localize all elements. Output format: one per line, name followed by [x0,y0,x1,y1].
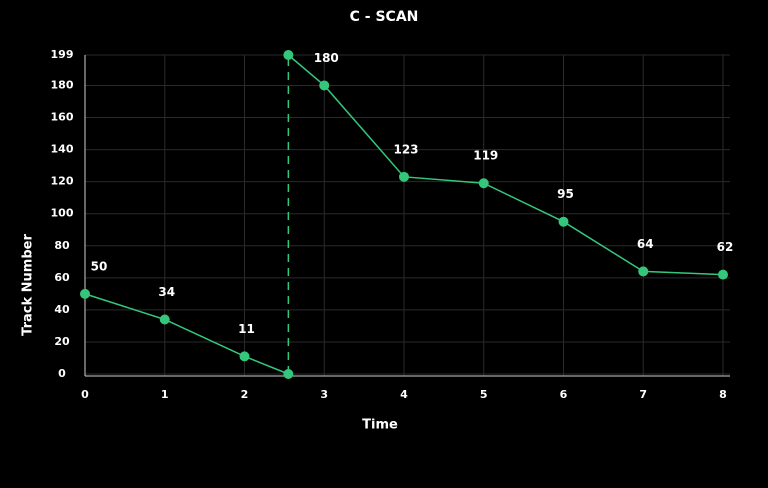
data-point [399,171,409,182]
data-line [84,293,289,375]
y-axis-title: Track Number [21,234,36,336]
y-tick-label: 0 [58,367,66,380]
y-tick-label: 180 [51,78,74,91]
data-label: 34 [158,285,175,299]
y-tick-label: 20 [54,335,70,348]
x-tick-label: 4 [400,388,408,401]
data-point [638,266,649,277]
y-tick-label: 199 [51,48,74,61]
data-point [239,351,250,362]
y-tick-label: 100 [51,207,74,220]
data-label: 119 [473,149,498,163]
y-tick-label: 80 [54,239,70,252]
x-tick-label: 5 [480,388,488,401]
data-label: 95 [557,187,574,201]
x-tick-label: 2 [241,388,249,401]
chart-title: C - SCAN [350,9,419,25]
data-point [159,314,170,325]
data-label: 62 [717,240,734,254]
x-tick-label: 6 [560,388,568,401]
x-tick-label: 0 [81,388,89,401]
x-tick-label: 3 [320,388,328,401]
data-point [558,216,569,227]
data-point [478,178,489,189]
data-point [283,50,294,60]
data-label: 123 [393,142,418,156]
data-label: 64 [637,237,654,251]
y-tick-label: 140 [51,143,74,156]
data-label: 11 [238,322,255,336]
y-tick-label: 120 [51,175,74,188]
data-label: 180 [314,51,339,65]
y-tick-label: 40 [54,303,70,316]
x-tick-label: 7 [639,388,647,401]
data-point [718,269,728,280]
data-point [283,369,294,379]
y-tick-label: 160 [51,111,74,124]
data-label: 50 [91,259,108,273]
x-axis-title: Time [362,418,398,433]
y-tick-label: 60 [54,271,70,284]
data-point [319,80,330,91]
x-tick-label: 1 [161,388,169,401]
data-point [80,288,90,299]
x-tick-label: 8 [719,388,727,401]
